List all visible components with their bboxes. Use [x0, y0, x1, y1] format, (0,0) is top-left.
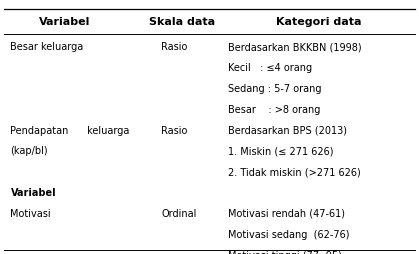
Text: Besar    : >8 orang: Besar : >8 orang	[228, 105, 321, 115]
Text: Besar keluarga: Besar keluarga	[10, 42, 84, 52]
Text: Motivasi tinggi (77- 95): Motivasi tinggi (77- 95)	[228, 250, 342, 254]
Text: Sedang : 5-7 orang: Sedang : 5-7 orang	[228, 84, 322, 94]
Text: Motivasi rendah (47-61): Motivasi rendah (47-61)	[228, 209, 345, 219]
Text: Pendapatan      keluarga: Pendapatan keluarga	[10, 125, 130, 136]
Text: Variabel: Variabel	[10, 188, 56, 198]
Text: Ordinal: Ordinal	[161, 209, 197, 219]
Text: Rasio: Rasio	[161, 42, 188, 52]
Text: 1. Miskin (≤ 271 626): 1. Miskin (≤ 271 626)	[228, 146, 334, 156]
Text: Skala data: Skala data	[149, 17, 215, 27]
Text: Rasio: Rasio	[161, 125, 188, 136]
Text: Kecil   : ≤4 orang: Kecil : ≤4 orang	[228, 63, 313, 73]
Text: Motivasi: Motivasi	[10, 209, 51, 219]
Text: Variabel: Variabel	[39, 17, 91, 27]
Text: Berdasarkan BPS (2013): Berdasarkan BPS (2013)	[228, 125, 347, 136]
Text: (kap/bl): (kap/bl)	[10, 146, 48, 156]
Text: Motivasi sedang  (62-76): Motivasi sedang (62-76)	[228, 230, 350, 240]
Text: Kategori data: Kategori data	[276, 17, 361, 27]
Text: 2. Tidak miskin (>271 626): 2. Tidak miskin (>271 626)	[228, 167, 361, 177]
Text: Berdasarkan BKKBN (1998): Berdasarkan BKKBN (1998)	[228, 42, 362, 52]
